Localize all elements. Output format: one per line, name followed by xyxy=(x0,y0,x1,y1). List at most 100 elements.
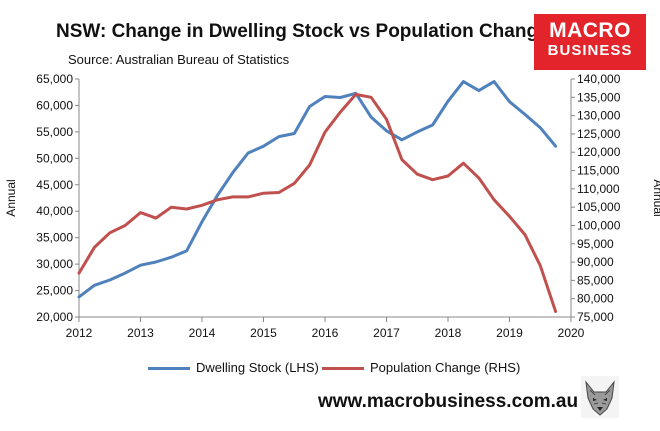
logo-line-2: BUSINESS xyxy=(547,42,633,59)
dwelling-stock-data-point xyxy=(462,80,465,83)
population-change-data-point xyxy=(308,164,311,167)
population-change-data-point xyxy=(447,175,450,178)
population-change-data-point xyxy=(201,204,204,207)
dwelling-stock-data-point xyxy=(185,249,188,252)
dwelling-stock-data-point xyxy=(216,194,219,197)
population-change-data-point xyxy=(400,158,403,161)
y-left-tick-label: 25,000 xyxy=(36,284,73,298)
population-change-data-point xyxy=(339,111,342,114)
chart-series xyxy=(77,80,558,313)
macro-business-logo: MACRO BUSINESS xyxy=(534,14,646,70)
y-left-tick-label: 65,000 xyxy=(36,72,73,86)
dwelling-stock-data-point xyxy=(523,113,526,116)
y-left-tick-label: 20,000 xyxy=(36,310,73,324)
y-left-tick-label: 55,000 xyxy=(36,125,73,139)
y-right-tick-label: 115,000 xyxy=(577,164,620,178)
dwelling-stock-data-point xyxy=(339,96,342,99)
x-tick-label: 2016 xyxy=(312,326,339,340)
dwelling-stock-data-point xyxy=(431,124,434,127)
y-left-tick-label: 60,000 xyxy=(36,98,73,112)
x-tick-label: 2015 xyxy=(250,326,277,340)
population-change-data-point xyxy=(416,173,419,176)
legend-label-population: Population Change (RHS) xyxy=(370,360,521,375)
x-tick-label: 2020 xyxy=(558,326,585,340)
legend-swatch-population xyxy=(322,367,364,371)
dwelling-stock-data-point xyxy=(293,132,296,135)
dwelling-stock-data-point xyxy=(308,105,311,108)
population-change-data-point xyxy=(324,131,327,134)
y-left-tick-label: 45,000 xyxy=(36,178,73,192)
y-right-tick-label: 130,000 xyxy=(577,109,621,123)
population-change-data-point xyxy=(554,310,557,313)
dwelling-stock-data-point xyxy=(139,264,142,267)
y-right-tick-label: 135,000 xyxy=(577,90,621,104)
dwelling-stock-data-point xyxy=(277,135,280,138)
y-right-tick-label: 75,000 xyxy=(577,310,614,324)
dwelling-stock-data-point xyxy=(78,295,81,298)
population-change-data-point xyxy=(477,176,480,179)
dwelling-stock-data-point xyxy=(508,100,511,103)
dwelling-stock-data-point xyxy=(154,261,157,264)
chart-axes xyxy=(78,79,572,318)
y-left-tick-label: 30,000 xyxy=(36,257,73,271)
y-right-tick-label: 100,000 xyxy=(577,218,621,232)
dwelling-stock-data-point xyxy=(170,256,173,259)
population-change-data-point xyxy=(523,233,526,236)
y-right-tick-label: 105,000 xyxy=(577,200,621,214)
dwelling-stock-data-point xyxy=(124,272,127,275)
y-right-tick-label: 125,000 xyxy=(577,127,621,141)
dwelling-stock-data-point xyxy=(201,220,204,223)
population-change-data-point xyxy=(247,195,250,198)
population-change-data-point xyxy=(508,215,511,218)
fox-mascot-icon xyxy=(581,376,619,418)
y-right-tick-label: 140,000 xyxy=(577,72,621,86)
y-right-tick-label: 80,000 xyxy=(577,292,614,306)
y-right-tick-label: 85,000 xyxy=(577,273,614,287)
y-left-tick-label: 40,000 xyxy=(36,204,73,218)
population-change-data-point xyxy=(354,93,357,96)
x-tick-label: 2019 xyxy=(496,326,523,340)
population-change-data-point xyxy=(93,246,96,249)
x-tick-label: 2014 xyxy=(189,326,216,340)
population-change-data-point xyxy=(293,182,296,185)
legend-item-population: Population Change (RHS) xyxy=(322,360,520,375)
x-tick-label: 2017 xyxy=(373,326,400,340)
dwelling-stock-data-point xyxy=(554,145,557,148)
dwelling-stock-data-point xyxy=(447,100,450,103)
y-left-tick-label: 35,000 xyxy=(36,231,73,245)
population-change-series-line xyxy=(77,92,558,313)
dwelling-stock-data-point xyxy=(385,129,388,132)
chart-title: NSW: Change in Dwelling Stock vs Populat… xyxy=(56,21,549,42)
dwelling-stock-data-point xyxy=(493,80,496,83)
legend-item-dwelling: Dwelling Stock (LHS) xyxy=(148,360,319,375)
y-right-tick-label: 90,000 xyxy=(577,255,614,269)
dwelling-stock-series-line xyxy=(77,80,558,299)
population-change-data-point xyxy=(170,206,173,209)
population-change-data-point xyxy=(277,191,280,194)
website-url: www.macrobusiness.com.au xyxy=(318,391,579,412)
dwelling-stock-data-point xyxy=(93,284,96,287)
dwelling-stock-data-point xyxy=(477,89,480,92)
chart-source: Source: Australian Bureau of Statistics xyxy=(68,52,290,67)
dwelling-stock-data-point xyxy=(416,130,419,133)
population-change-data-point xyxy=(216,198,219,201)
population-change-data-point xyxy=(431,178,434,181)
dwelling-stock-data-point xyxy=(108,279,111,282)
dwelling-stock-data-point xyxy=(262,145,265,148)
population-change-data-point xyxy=(78,272,81,275)
y-right-tick-label: 110,000 xyxy=(577,182,620,196)
population-change-data-point xyxy=(385,118,388,121)
logo-line-1: MACRO xyxy=(549,19,631,42)
y-axis-title-right: Annual xyxy=(651,179,660,216)
x-tick-label: 2013 xyxy=(127,326,154,340)
dwelling-stock-data-point xyxy=(324,95,327,98)
population-change-data-point xyxy=(262,192,265,195)
population-change-data-point xyxy=(185,208,188,211)
population-change-data-point xyxy=(539,264,542,267)
legend-label-dwelling: Dwelling Stock (LHS) xyxy=(196,360,319,375)
legend-swatch-dwelling xyxy=(148,367,190,371)
dwelling-stock-data-point xyxy=(539,126,542,129)
x-tick-label: 2012 xyxy=(66,326,93,340)
y-left-tick-label: 50,000 xyxy=(36,151,73,165)
